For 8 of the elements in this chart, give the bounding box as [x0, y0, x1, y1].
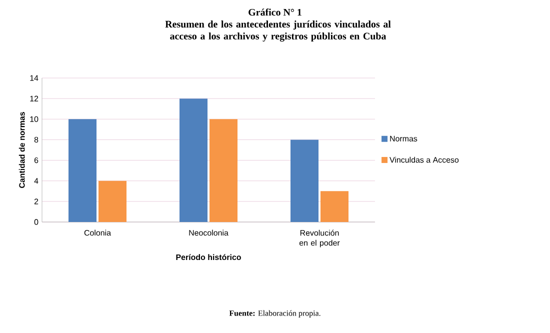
- bar: [180, 98, 208, 222]
- bar: [320, 191, 348, 222]
- bar: [98, 180, 126, 222]
- bar: [68, 119, 97, 222]
- chart-subtitle: Resumen de los antecedentes jurídicos vinculados al acceso a los archivos y registros públicos en Cuba: [165, 20, 391, 42]
- chart-title: Gráfico N° 1: [248, 8, 302, 16]
- bar: [210, 119, 238, 222]
- bar: [290, 140, 319, 222]
